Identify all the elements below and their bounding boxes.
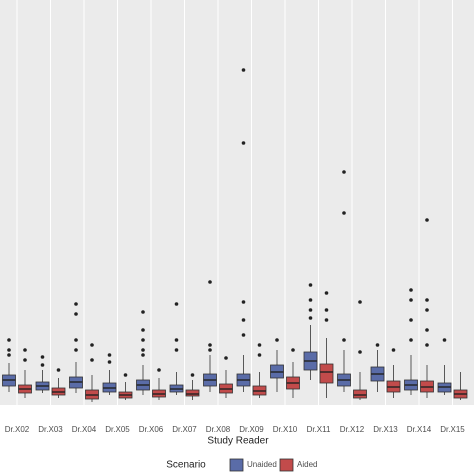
x-tick-label: Dr.X06 xyxy=(139,425,164,434)
outlier xyxy=(23,358,27,362)
x-tick-label: Dr.X15 xyxy=(440,425,465,434)
outlier xyxy=(141,348,145,352)
outlier xyxy=(425,343,429,347)
outlier xyxy=(409,288,413,292)
outlier xyxy=(257,343,262,347)
outlier xyxy=(425,328,429,332)
outlier xyxy=(157,368,161,372)
outlier xyxy=(391,348,396,352)
outlier xyxy=(141,328,145,332)
outlier xyxy=(409,338,413,342)
outlier xyxy=(342,338,346,342)
outlier xyxy=(56,368,61,372)
outlier xyxy=(107,360,112,364)
outlier xyxy=(174,338,179,342)
outlier xyxy=(375,343,380,347)
outlier xyxy=(23,348,27,352)
legend-swatch xyxy=(279,458,294,472)
outlier xyxy=(409,318,413,322)
outlier xyxy=(324,291,329,295)
legend-swatch xyxy=(229,458,244,472)
box xyxy=(185,389,200,397)
legend-title: Scenario xyxy=(166,460,206,471)
outlier xyxy=(308,298,313,302)
x-tick-label: Dr.X05 xyxy=(105,425,130,434)
outlier xyxy=(174,348,179,352)
box xyxy=(319,363,334,384)
outlier xyxy=(74,338,78,342)
outlier xyxy=(409,298,413,302)
outlier xyxy=(74,312,78,316)
outlier xyxy=(208,348,212,352)
outlier xyxy=(241,300,246,304)
outlier xyxy=(208,280,212,284)
x-axis-label: Study Reader xyxy=(207,436,269,447)
outlier xyxy=(358,300,362,304)
outlier xyxy=(74,348,78,352)
x-tick-label: Dr.X14 xyxy=(407,425,432,434)
outlier xyxy=(257,353,262,357)
outlier xyxy=(241,68,246,72)
outlier xyxy=(123,373,128,377)
outlier xyxy=(308,308,313,312)
x-tick-label: Dr.X08 xyxy=(206,425,231,434)
outlier xyxy=(241,318,246,322)
outlier xyxy=(241,141,246,145)
legend-label: Unaided xyxy=(247,460,277,469)
outlier xyxy=(425,298,429,302)
outlier xyxy=(342,211,346,215)
x-tick-label: Dr.X13 xyxy=(373,425,398,434)
x-tick-label: Dr.X12 xyxy=(340,425,365,434)
outlier xyxy=(291,348,295,352)
outlier xyxy=(324,318,329,322)
outlier xyxy=(141,353,145,357)
outlier xyxy=(425,218,429,222)
outlier xyxy=(241,333,246,337)
x-tick-label: Dr.X07 xyxy=(172,425,197,434)
outlier xyxy=(7,338,11,342)
outlier xyxy=(208,343,212,347)
outlier xyxy=(141,310,145,314)
outlier xyxy=(40,355,45,359)
x-tick-label: Dr.X10 xyxy=(273,425,298,434)
outlier xyxy=(7,353,11,357)
outlier xyxy=(107,353,112,357)
outlier xyxy=(7,348,11,352)
x-tick-label: Dr.X09 xyxy=(239,425,264,434)
outlier xyxy=(324,308,329,312)
outlier xyxy=(342,170,346,174)
outlier xyxy=(224,356,228,360)
outlier xyxy=(308,283,313,287)
x-tick-label: Dr.X04 xyxy=(72,425,97,434)
legend-label: Aided xyxy=(297,460,317,469)
outlier xyxy=(442,338,447,342)
x-tick-label: Dr.X02 xyxy=(5,425,30,434)
outlier xyxy=(90,343,94,347)
x-tick-label: Dr.X11 xyxy=(307,425,331,434)
outlier xyxy=(358,350,362,354)
outlier xyxy=(275,338,279,342)
outlier xyxy=(174,302,179,306)
panel xyxy=(0,0,474,405)
outlier xyxy=(141,338,145,342)
outlier xyxy=(190,373,195,377)
box xyxy=(353,389,367,399)
x-tick-label: Dr.X03 xyxy=(38,425,63,434)
outlier xyxy=(425,308,429,312)
outlier xyxy=(74,302,78,306)
outlier xyxy=(308,316,313,320)
outlier xyxy=(40,363,45,367)
outlier xyxy=(90,358,94,362)
